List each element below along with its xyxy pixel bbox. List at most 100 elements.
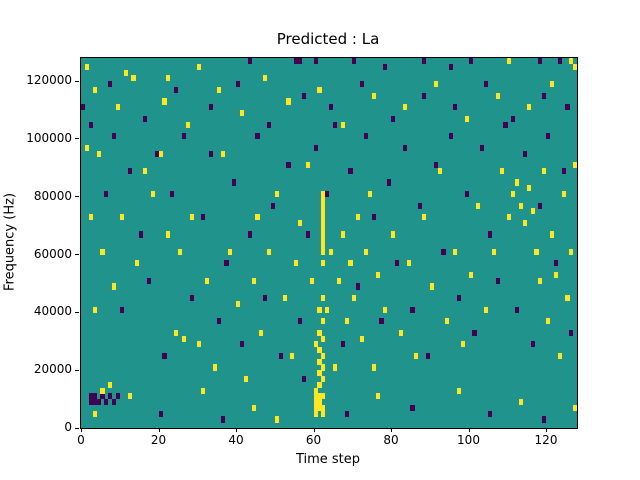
- heatmap-cell: [267, 248, 272, 255]
- heatmap-cell: [84, 63, 90, 70]
- x-tick-mark: [236, 428, 237, 432]
- heatmap-cell: [313, 393, 318, 400]
- heatmap-cell: [216, 86, 221, 94]
- heatmap-cell: [88, 393, 93, 400]
- heatmap-cell: [301, 375, 307, 383]
- heatmap-cell: [143, 115, 148, 122]
- heatmap-cell: [317, 370, 322, 377]
- heatmap-cell: [282, 295, 287, 302]
- heatmap-cell: [112, 399, 117, 406]
- heatmap-cell: [96, 150, 101, 157]
- heatmap-cell: [92, 306, 97, 313]
- heatmap-cell: [456, 295, 462, 302]
- heatmap-cell: [329, 248, 334, 255]
- heatmap-cell: [573, 63, 577, 70]
- heatmap-cell: [367, 190, 372, 198]
- heatmap-cell: [422, 214, 427, 221]
- y-tick-mark: [75, 369, 79, 371]
- heatmap-cell: [294, 260, 299, 267]
- heatmap-cell: [422, 58, 427, 65]
- heatmap-cell: [181, 133, 186, 140]
- heatmap-cell: [321, 260, 326, 267]
- y-tick-mark: [75, 311, 79, 313]
- heatmap-cell: [228, 248, 233, 255]
- heatmap-cell: [81, 104, 86, 111]
- heatmap-cell: [263, 75, 268, 82]
- x-tick-label: 80: [383, 433, 399, 447]
- heatmap-cell: [402, 144, 407, 151]
- heatmap-cell: [546, 318, 551, 325]
- heatmap-cell: [313, 399, 318, 406]
- heatmap-cell: [332, 364, 338, 371]
- heatmap-cell: [511, 115, 516, 122]
- heatmap-cell: [557, 58, 562, 65]
- y-tick-mark: [75, 427, 79, 429]
- heatmap-cell: [239, 110, 245, 117]
- heatmap-cell: [96, 399, 101, 406]
- heatmap-cell: [406, 260, 411, 267]
- heatmap-cell: [313, 410, 318, 417]
- x-tick-mark: [468, 428, 470, 432]
- heatmap-cell: [363, 248, 369, 255]
- heatmap-cell: [569, 58, 574, 65]
- heatmap-cell: [317, 358, 322, 365]
- y-tick-mark: [75, 138, 79, 140]
- chart-title: Predicted : La: [276, 30, 380, 48]
- heatmap-cell: [119, 214, 124, 221]
- heatmap-cell: [569, 329, 574, 336]
- heatmap-cell: [263, 295, 268, 302]
- heatmap-cell: [340, 121, 345, 128]
- heatmap-cell: [274, 416, 279, 423]
- heatmap-cell: [205, 277, 210, 284]
- heatmap-cell: [251, 277, 256, 284]
- heatmap-cell: [239, 341, 245, 348]
- heatmap-cell: [88, 121, 93, 128]
- heatmap-cell: [189, 214, 194, 221]
- x-tick-label: 60: [305, 433, 322, 447]
- heatmap-cell: [115, 393, 121, 400]
- heatmap-cell: [495, 92, 500, 99]
- heatmap-cell: [336, 277, 341, 284]
- heatmap-cell: [441, 248, 446, 255]
- heatmap-cell: [573, 162, 577, 169]
- heatmap-cell: [92, 393, 97, 400]
- heatmap-cell: [317, 347, 322, 354]
- heatmap-cell: [437, 167, 442, 174]
- plot-area: [80, 57, 578, 429]
- y-tick-mark: [75, 80, 79, 82]
- heatmap-cell: [139, 231, 144, 238]
- heatmap-cell: [150, 190, 155, 198]
- heatmap-cell: [321, 364, 326, 371]
- y-axis-label: Frequency (Hz): [2, 192, 18, 292]
- heatmap-cell: [480, 144, 485, 151]
- heatmap-cell: [321, 375, 326, 383]
- heatmap-cell: [573, 404, 577, 411]
- heatmap-cell: [305, 162, 310, 169]
- heatmap-cell: [216, 318, 221, 325]
- heatmap-cell: [278, 352, 283, 359]
- heatmap-cell: [158, 410, 163, 417]
- heatmap-cell: [375, 271, 380, 279]
- heatmap-cell: [104, 190, 109, 198]
- heatmap-cell: [487, 231, 493, 238]
- heatmap-cell: [158, 150, 163, 157]
- heatmap-cell: [92, 410, 97, 417]
- heatmap-cell: [418, 202, 423, 209]
- heatmap-cell: [561, 190, 566, 198]
- heatmap-cell: [294, 58, 299, 65]
- heatmap-cell: [313, 404, 318, 411]
- heatmap-cell: [305, 231, 310, 238]
- heatmap-cell: [100, 393, 105, 400]
- heatmap-cell: [383, 306, 388, 313]
- heatmap-cell: [267, 121, 272, 128]
- heatmap-cell: [143, 167, 148, 174]
- heatmap-cell: [340, 231, 345, 238]
- heatmap-cell: [329, 104, 334, 111]
- heatmap-cell: [371, 214, 376, 221]
- heatmap-cell: [429, 283, 434, 290]
- heatmap-cell: [542, 416, 547, 423]
- heatmap-cell: [236, 300, 241, 307]
- heatmap-cell: [356, 283, 361, 290]
- heatmap-cell: [499, 167, 504, 174]
